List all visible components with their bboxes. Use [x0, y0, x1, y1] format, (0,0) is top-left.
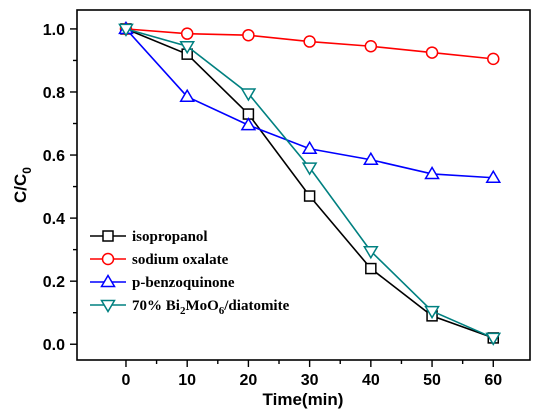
legend-entry: 70% Bi2MoO6/diatomite	[90, 298, 290, 317]
data-point	[425, 46, 439, 59]
x-tick-label: 0	[122, 372, 131, 389]
plot-area	[70, 9, 531, 367]
y-tick-label: 0.8	[43, 85, 65, 102]
legend-entry: isopropanol	[90, 229, 208, 245]
x-tick-label: 20	[240, 372, 258, 389]
y-axis-title-base: C/C	[11, 174, 30, 203]
series-sodium-oxalate	[119, 22, 500, 66]
data-point	[240, 88, 257, 102]
data-point	[485, 332, 502, 346]
data-point	[363, 151, 379, 166]
data-point	[240, 117, 257, 131]
y-axis-title: C/C0	[11, 167, 34, 203]
series-layer	[118, 20, 502, 346]
data-point	[485, 169, 502, 183]
x-tick-labels: 0 10 20 30 40 50 60	[122, 372, 503, 389]
y-axis-title-sub: 0	[20, 167, 34, 174]
data-point	[179, 41, 196, 55]
data-point	[242, 28, 255, 42]
data-point	[487, 52, 500, 66]
legend-marker	[101, 252, 115, 266]
series-line	[125, 28, 494, 339]
data-point	[424, 165, 440, 180]
data-point	[301, 140, 318, 154]
legend-marker	[100, 274, 116, 288]
y-tick-label: 0.6	[43, 148, 65, 165]
y-tick-labels: 0.0 0.2 0.4 0.6 0.8 1.0	[43, 22, 65, 354]
y-tick-label: 0.0	[43, 337, 65, 354]
plot-frame	[76, 9, 531, 361]
data-point	[365, 262, 377, 275]
ticks	[70, 28, 494, 367]
x-axis-title: Time(min)	[263, 390, 344, 409]
y-tick-label: 0.4	[43, 211, 65, 228]
data-point	[180, 27, 194, 40]
legend-marker	[100, 299, 116, 313]
x-tick-label: 10	[178, 372, 196, 389]
x-tick-label: 40	[362, 372, 380, 389]
legend-label: sodium oxalate	[132, 252, 229, 268]
legend: isopropanol sodium oxalate p-benzoquinone 7…	[90, 229, 290, 317]
data-point	[364, 40, 378, 53]
data-point	[424, 305, 440, 320]
x-tick-label: 50	[423, 372, 441, 389]
y-tick-label: 0.2	[43, 274, 65, 291]
legend-entry: p-benzoquinone	[90, 274, 235, 291]
legend-entry: sodium oxalate	[90, 252, 229, 268]
legend-label: isopropanol	[132, 229, 208, 245]
series-70-bi2moo6-diatomite	[118, 23, 502, 346]
legend-label: p-benzoquinone	[132, 275, 235, 291]
series-isopropanol	[120, 23, 500, 344]
x-tick-label: 30	[301, 372, 319, 389]
legend-marker	[102, 230, 114, 242]
x-tick-label: 60	[484, 372, 502, 389]
series-line	[125, 28, 494, 339]
data-point	[301, 162, 318, 176]
data-point	[303, 190, 316, 202]
legend-label: 70% Bi2MoO6/diatomite	[132, 298, 290, 317]
y-tick-label: 1.0	[43, 22, 65, 39]
data-point	[118, 23, 134, 37]
data-point	[179, 88, 196, 102]
data-point	[303, 35, 316, 48]
data-point	[363, 245, 379, 260]
